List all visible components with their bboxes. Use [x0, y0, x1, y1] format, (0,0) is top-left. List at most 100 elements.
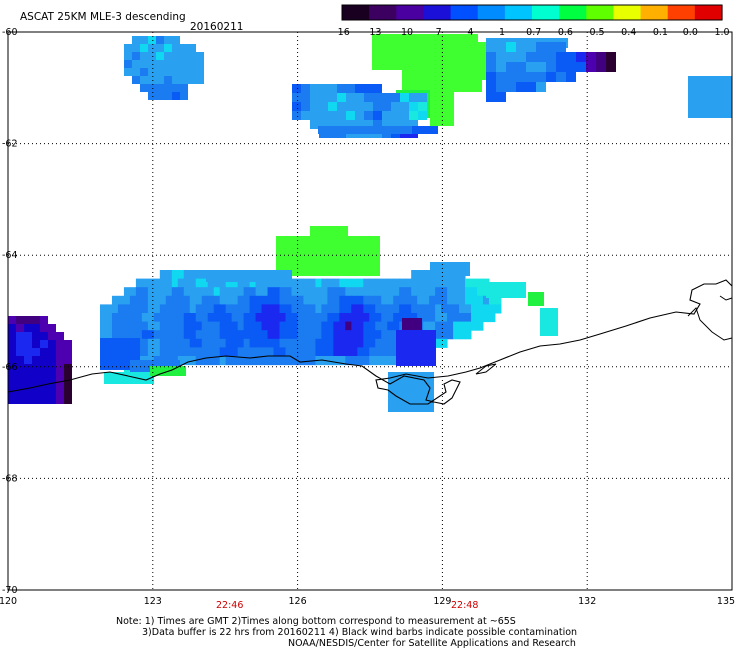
- swath-cell: [231, 330, 239, 340]
- swath-cell: [183, 330, 191, 340]
- swath-cell: [417, 287, 424, 297]
- swath-cell: [279, 270, 287, 280]
- swath-cell: [606, 52, 616, 62]
- swath-cell: [213, 278, 221, 288]
- y-tick-label: -66: [2, 362, 18, 373]
- swath-cell: [369, 356, 376, 366]
- swath-cell: [201, 347, 209, 357]
- swath-cell: [297, 338, 304, 348]
- swath-cell: [180, 52, 188, 60]
- swath-cell: [123, 321, 131, 331]
- swath-cell: [339, 278, 346, 288]
- swath-cell: [147, 304, 155, 314]
- swath-cell: [147, 287, 155, 297]
- swath-cell: [132, 36, 140, 44]
- swath-cell: [165, 278, 173, 288]
- swath-cell: [273, 270, 281, 280]
- swath-cell: [164, 52, 172, 60]
- swath-cell: [441, 304, 448, 314]
- swath-cell: [399, 295, 406, 305]
- swath-cell: [411, 304, 418, 314]
- swath-cell: [24, 348, 32, 356]
- colorbar: [341, 4, 723, 21]
- swath-cell: [486, 62, 496, 72]
- swath-cell: [301, 111, 310, 120]
- swath-cell: [188, 44, 196, 52]
- swath-cell: [177, 295, 185, 305]
- swath-cell: [399, 313, 406, 323]
- swath-cell: [172, 52, 180, 60]
- swath-cell: [279, 356, 287, 366]
- swath-cell: [249, 321, 257, 331]
- swath-cell: [165, 295, 173, 305]
- swath-cell: [327, 330, 334, 340]
- swath-cell: [321, 287, 328, 297]
- swath-cell: [351, 321, 358, 331]
- swath-cell: [309, 278, 316, 288]
- swath-cell: [201, 304, 209, 314]
- swath-cell: [273, 287, 281, 297]
- swath-cell: [496, 52, 506, 62]
- swath-cell: [237, 295, 245, 305]
- swath-cell: [441, 330, 448, 340]
- colorbar-segment: [450, 5, 479, 20]
- swath-cell: [285, 295, 292, 305]
- swath-cell: [24, 356, 32, 364]
- swath-cell: [164, 84, 172, 92]
- swath-cell: [465, 330, 472, 340]
- colorbar-label: -4: [464, 27, 473, 38]
- swath-cell: [147, 321, 155, 331]
- swath-cell: [435, 321, 442, 331]
- swath-cell: [249, 295, 257, 305]
- swath-cell: [315, 304, 322, 314]
- swath-cell: [291, 295, 298, 305]
- swath-cell: [123, 313, 131, 323]
- swath-cell: [267, 330, 275, 340]
- swath-cell: [375, 338, 382, 348]
- swath-cell: [141, 321, 149, 331]
- swath-cell: [24, 324, 32, 332]
- swath-cell: [402, 48, 482, 92]
- colorbar-label: -0.5: [586, 27, 605, 38]
- swath-cell: [321, 295, 328, 305]
- swath-cell: [333, 304, 340, 314]
- swath-cell: [164, 76, 172, 84]
- swath-cell: [172, 92, 180, 100]
- swath-cell: [165, 287, 173, 297]
- swath-cell: [195, 356, 203, 366]
- swath-cell: [261, 347, 269, 357]
- swath-cell: [159, 330, 167, 340]
- swath-cell: [159, 338, 167, 348]
- swath-cell: [285, 313, 292, 323]
- swath-cell: [177, 304, 185, 314]
- swath-cell: [156, 36, 164, 44]
- swath-cell: [309, 313, 316, 323]
- swath-cell: [219, 295, 227, 305]
- swath-cell: [351, 304, 358, 314]
- swath-cell: [32, 356, 40, 364]
- swath-cell: [345, 278, 352, 288]
- swath-cell: [447, 295, 454, 305]
- swath-cell: [231, 356, 239, 366]
- swath-cell: [56, 356, 64, 364]
- swath-cell: [219, 356, 227, 366]
- swath-cell: [309, 330, 316, 340]
- swath-cell: [346, 84, 355, 93]
- swath-cell: [8, 364, 16, 372]
- swath-cell: [243, 304, 251, 314]
- swath-cell: [494, 295, 502, 305]
- swath-cell: [355, 120, 364, 129]
- swath-cell: [333, 313, 340, 323]
- swath-cell: [183, 356, 191, 366]
- swath-cell: [164, 60, 172, 68]
- swath-cell: [393, 287, 400, 297]
- swath-cell: [363, 338, 370, 348]
- swath-cell: [237, 338, 245, 348]
- swath-cell: [303, 321, 310, 331]
- swath-cell: [16, 348, 24, 356]
- swath-cell: [148, 36, 156, 44]
- swath-cell: [48, 388, 56, 396]
- swath-cell: [32, 396, 40, 404]
- swath-cell: [153, 313, 161, 323]
- swath-cell: [297, 295, 304, 305]
